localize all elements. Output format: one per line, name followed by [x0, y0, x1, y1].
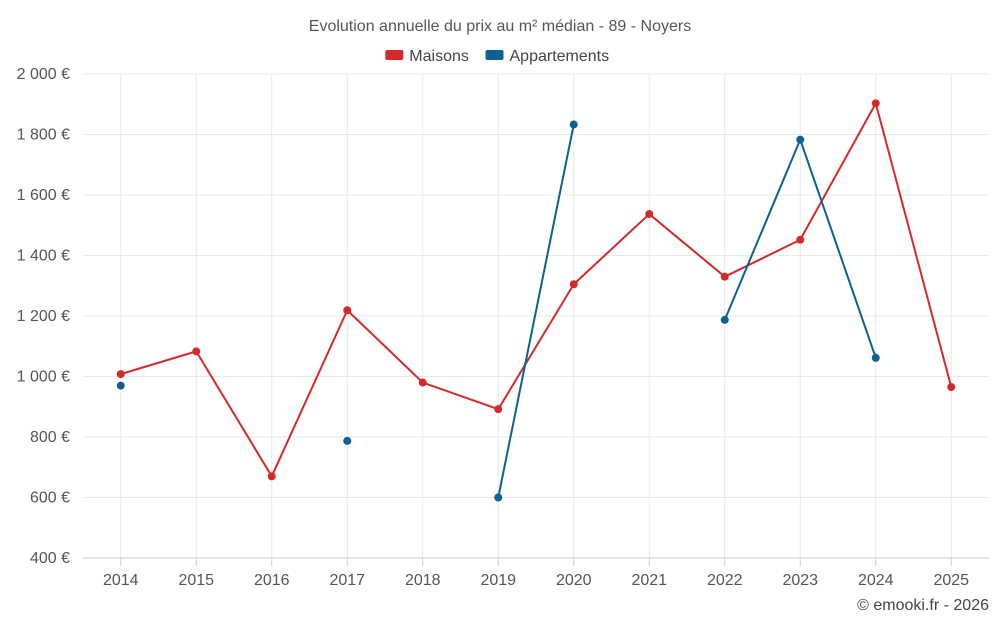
y-tick-label: 2 000 €	[17, 66, 70, 83]
legend[interactable]: Maisons Appartements	[385, 48, 609, 65]
x-axis: 2014 2015 2016 2017 2018 2019 2020 2021 2022 2023…	[83, 557, 989, 589]
legend-label: Maisons	[409, 48, 469, 65]
x-tick-label: 2024	[858, 572, 894, 589]
series-layer	[116, 99, 956, 502]
chart-title: Evolution annuelle du prix au m² médian …	[309, 18, 691, 35]
x-tick-label: 2025	[933, 572, 969, 589]
data-point[interactable]	[267, 472, 276, 481]
y-tick-label: 1 200 €	[17, 308, 70, 325]
x-tick-label: 2017	[329, 572, 365, 589]
legend-swatch	[485, 50, 504, 60]
x-tick-label: 2023	[782, 572, 818, 589]
data-point[interactable]	[569, 280, 578, 289]
y-tick-label: 1 000 €	[17, 369, 70, 386]
data-point[interactable]	[871, 353, 880, 362]
x-tick-label: 2018	[405, 572, 441, 589]
y-tick-label: 1 600 €	[17, 187, 70, 204]
y-tick-label: 1 400 €	[17, 248, 70, 265]
data-point[interactable]	[343, 306, 352, 315]
legend-swatch	[385, 50, 404, 60]
y-tick-label: 400 €	[30, 550, 70, 567]
legend-item-maisons[interactable]: Maisons	[385, 48, 469, 65]
data-point[interactable]	[494, 493, 503, 502]
x-tick-label: 2019	[480, 572, 516, 589]
data-point[interactable]	[116, 381, 125, 390]
x-tick-label: 2022	[707, 572, 743, 589]
legend-item-appartements[interactable]: Appartements	[485, 48, 610, 65]
x-tick-label: 2016	[254, 572, 290, 589]
data-point[interactable]	[418, 378, 427, 387]
y-tick-label: 1 800 €	[17, 127, 70, 144]
y-tick-label: 600 €	[30, 490, 70, 507]
data-point[interactable]	[494, 405, 503, 414]
data-point[interactable]	[796, 135, 805, 144]
y-axis: 400 € 600 € 800 € 1 000 € 1 200 € 1 400 € 1 60…	[17, 66, 70, 567]
series-appartements	[116, 120, 880, 502]
series-maisons	[116, 99, 956, 481]
grid-lines	[83, 73, 989, 558]
data-point[interactable]	[645, 210, 654, 219]
x-tick-label: 2014	[103, 572, 139, 589]
data-point[interactable]	[720, 315, 729, 324]
data-point[interactable]	[116, 370, 125, 379]
legend-label: Appartements	[510, 48, 610, 65]
credit-text: © emooki.fr - 2026	[857, 597, 989, 614]
data-point[interactable]	[192, 347, 201, 356]
y-tick-label: 800 €	[30, 429, 70, 446]
x-tick-label: 2015	[178, 572, 214, 589]
data-point[interactable]	[796, 235, 805, 244]
series-line	[497, 124, 575, 498]
data-point[interactable]	[343, 436, 352, 445]
series-line	[120, 102, 953, 478]
x-tick-label: 2021	[631, 572, 667, 589]
data-point[interactable]	[947, 383, 956, 392]
data-point[interactable]	[720, 272, 729, 281]
data-point[interactable]	[569, 120, 578, 129]
x-tick-label: 2020	[556, 572, 592, 589]
data-point[interactable]	[871, 99, 880, 108]
